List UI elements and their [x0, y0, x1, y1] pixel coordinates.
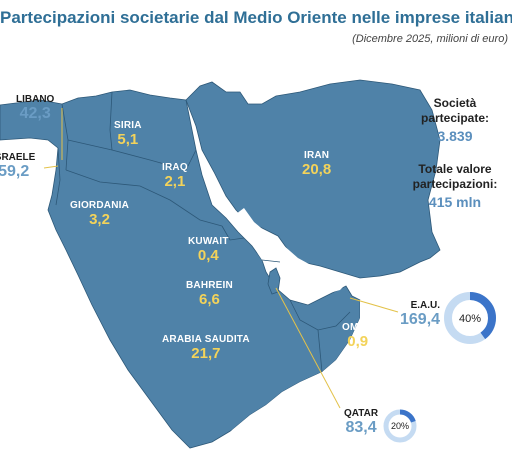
kuwait-name: KUWAIT	[188, 236, 229, 247]
qatar-donut-label: 20%	[391, 421, 409, 431]
total-stat: Totale valore partecipazioni: 415 mln	[400, 162, 510, 210]
iraq-name: IRAQ	[162, 162, 188, 173]
eau-donut-label: 40%	[459, 313, 481, 325]
page-title: Partecipazioni societarie dal Medio Orie…	[0, 8, 512, 27]
israele-name: ISRAELE	[0, 152, 36, 163]
libano-value: 42,3	[19, 105, 51, 122]
red-sea	[0, 200, 160, 451]
label-giordania: GIORDANIA 3,2	[70, 200, 129, 228]
leader-lines	[43, 108, 399, 409]
qatar-donut-arc	[383, 409, 417, 443]
total-value: 415 mln	[428, 194, 482, 210]
oman-value: 0,9	[347, 333, 369, 350]
qatar-value: 83,4	[345, 419, 377, 436]
siria-value: 5,1	[117, 131, 139, 148]
iran-value: 20,8	[302, 161, 332, 178]
label-oman: OMAN 0,9	[342, 322, 373, 350]
iran-name: IRAN	[303, 150, 330, 161]
label-iran: IRAN 20,8	[302, 150, 331, 178]
label-eau: E.A.U. 169,4	[400, 300, 440, 329]
total-label: Totale valore partecipazioni:	[412, 162, 498, 191]
bahrein-name: BAHREIN	[186, 280, 233, 291]
label-bahrein: BAHREIN 6,6	[186, 280, 233, 308]
siria-name: SIRIA	[114, 120, 142, 131]
label-qatar: QATAR 83,4	[344, 408, 378, 437]
label-siria: SIRIA 5,1	[114, 120, 142, 148]
companies-value: 3.839	[437, 128, 473, 144]
label-kuwait: KUWAIT 0,4	[188, 236, 229, 264]
label-arabia-saudita: ARABIA SAUDITA 21,7	[162, 334, 250, 362]
companies-label: Società partecipate:	[420, 96, 490, 125]
eau-donut-arc	[444, 292, 496, 344]
giordania-name: GIORDANIA	[70, 200, 130, 211]
kuwait-value: 0,4	[197, 247, 219, 264]
label-libano: LIBANO 42,3	[16, 94, 54, 123]
arabia-saudita-name: ARABIA SAUDITA	[162, 334, 250, 345]
iraq-value: 2,1	[164, 173, 186, 190]
label-israele: ISRAELE 59,2	[0, 152, 35, 181]
eau-share-donut: 40%	[444, 292, 496, 344]
companies-stat: Società partecipate: 3.839	[400, 96, 510, 144]
arabia-saudita-value: 21,7	[191, 345, 221, 362]
page-subtitle: (Dicembre 2025, milioni di euro)	[352, 33, 508, 45]
libano-name: LIBANO	[16, 94, 55, 105]
arabian-sea	[212, 296, 512, 451]
giordania-value: 3,2	[89, 211, 110, 228]
country-borders	[55, 91, 351, 373]
qatar-name: QATAR	[344, 408, 379, 419]
qatar-share-donut: 20%	[383, 409, 417, 443]
eau-name: E.A.U.	[410, 300, 441, 311]
oman-name: OMAN	[342, 322, 374, 333]
eau-value: 169,4	[400, 311, 441, 328]
israele-value: 59,2	[0, 163, 30, 180]
bahrein-value: 6,6	[199, 291, 220, 308]
label-iraq: IRAQ 2,1	[162, 162, 188, 190]
persian-gulf	[236, 208, 348, 300]
